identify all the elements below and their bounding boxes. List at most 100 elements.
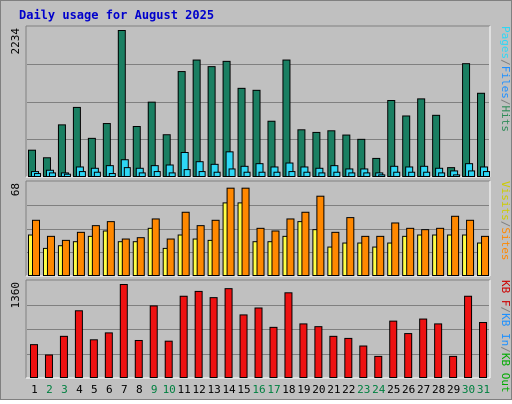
day-label: 30 bbox=[462, 383, 475, 396]
bar-pages bbox=[423, 171, 431, 178]
day-label: 3 bbox=[61, 383, 68, 396]
panel-middle: 68 Visits/Sites bbox=[9, 180, 512, 277]
legend-entry: KB In bbox=[499, 313, 512, 346]
bar-pages bbox=[168, 172, 176, 177]
bar-hits bbox=[477, 92, 486, 177]
bar-hits bbox=[387, 100, 396, 177]
day-label: 7 bbox=[121, 383, 128, 396]
bar-pages bbox=[453, 174, 461, 178]
bar-sites bbox=[136, 237, 145, 276]
bar-hits bbox=[432, 114, 441, 178]
legend-entry: Pages bbox=[499, 26, 512, 59]
bar-kb bbox=[164, 340, 173, 379]
bar-kb bbox=[44, 354, 53, 378]
bar-sites bbox=[376, 235, 385, 276]
day-label: 8 bbox=[136, 383, 143, 396]
bar-kb bbox=[329, 335, 338, 378]
bar-pages bbox=[318, 172, 326, 177]
bar-kb bbox=[239, 314, 248, 379]
bar-kb bbox=[434, 323, 443, 379]
bar-kb bbox=[404, 333, 413, 378]
bar-sites bbox=[151, 218, 160, 277]
bar-sites bbox=[436, 227, 445, 277]
panel-top: 2234 Pages/Files/Hits bbox=[9, 25, 512, 178]
panel-bottom: 1360 KB F/KB In/KB Out bbox=[9, 279, 512, 393]
legend-entry: Hits bbox=[499, 106, 512, 133]
legend-middle: Visits/Sites bbox=[499, 181, 512, 261]
chart-title: Daily usage for August 2025 bbox=[19, 8, 214, 22]
legend-entry: / bbox=[499, 221, 512, 228]
bar-sites bbox=[121, 238, 130, 277]
bar-kb bbox=[134, 339, 143, 378]
bar-sites bbox=[76, 231, 85, 277]
legend-entry: Sites bbox=[499, 227, 512, 260]
bar-pages bbox=[288, 171, 296, 177]
bar-hits bbox=[207, 66, 216, 177]
bar-pages bbox=[273, 171, 281, 178]
bar-hits bbox=[417, 98, 426, 177]
bar-sites bbox=[196, 225, 205, 277]
day-label: 16 bbox=[252, 383, 265, 396]
bar-pages bbox=[363, 172, 371, 177]
legend-top: Pages/Files/Hits bbox=[499, 26, 512, 132]
bar-sites bbox=[46, 235, 55, 276]
day-label: 5 bbox=[91, 383, 98, 396]
legend-entry: / bbox=[499, 59, 512, 66]
bar-sites bbox=[481, 235, 490, 276]
day-label: 14 bbox=[222, 383, 236, 396]
bar-hits bbox=[237, 87, 246, 177]
bar-pages bbox=[198, 171, 206, 177]
y-max-label-bottom: 1360 bbox=[9, 282, 22, 309]
bar-kb bbox=[254, 307, 263, 378]
day-label: 4 bbox=[76, 383, 83, 396]
bar-pages bbox=[303, 171, 311, 178]
bar-kb bbox=[314, 326, 323, 379]
bar-kb bbox=[374, 355, 383, 379]
legend-entry: Visits bbox=[499, 181, 512, 221]
bar-pages bbox=[438, 172, 446, 177]
bar-sites bbox=[211, 219, 220, 276]
bar-kb bbox=[194, 290, 203, 379]
day-label: 29 bbox=[447, 383, 460, 396]
bar-pages bbox=[333, 171, 341, 178]
bar-kb bbox=[209, 297, 218, 378]
day-label: 20 bbox=[312, 383, 325, 396]
legend-entry: / bbox=[499, 307, 512, 314]
bar-pages bbox=[243, 171, 251, 178]
bar-kb bbox=[224, 288, 233, 379]
y-max-label-middle: 68 bbox=[9, 183, 22, 196]
bar-kb bbox=[89, 339, 98, 379]
bar-pages bbox=[183, 169, 191, 178]
bar-sites bbox=[451, 215, 460, 277]
bar-pages bbox=[123, 167, 131, 177]
bar-sites bbox=[181, 211, 190, 277]
bar-hits bbox=[117, 30, 126, 177]
day-label: 23 bbox=[357, 383, 370, 396]
bar-pages bbox=[108, 173, 116, 178]
bar-pages bbox=[408, 171, 416, 178]
bar-sites bbox=[466, 219, 475, 276]
bar-kb bbox=[389, 320, 398, 378]
bar-pages bbox=[393, 171, 401, 178]
day-label: 15 bbox=[237, 383, 250, 396]
bar-sites bbox=[91, 225, 100, 277]
bar-sites bbox=[61, 239, 70, 276]
day-label: 21 bbox=[327, 383, 340, 396]
day-label: 19 bbox=[297, 383, 310, 396]
legend-entry: / bbox=[499, 346, 512, 353]
day-label: 6 bbox=[106, 383, 113, 396]
day-label: 1 bbox=[31, 383, 38, 396]
bar-kb bbox=[149, 305, 158, 379]
bar-sites bbox=[256, 227, 265, 277]
day-label: 13 bbox=[207, 383, 220, 396]
bar-sites bbox=[346, 217, 355, 276]
legend-entry: Files bbox=[499, 66, 512, 99]
day-label: 26 bbox=[402, 383, 415, 396]
day-label: 31 bbox=[477, 383, 490, 396]
bar-sites bbox=[331, 231, 340, 277]
bar-hits bbox=[72, 106, 81, 177]
day-label: 28 bbox=[432, 383, 445, 396]
bar-pages bbox=[138, 172, 146, 177]
